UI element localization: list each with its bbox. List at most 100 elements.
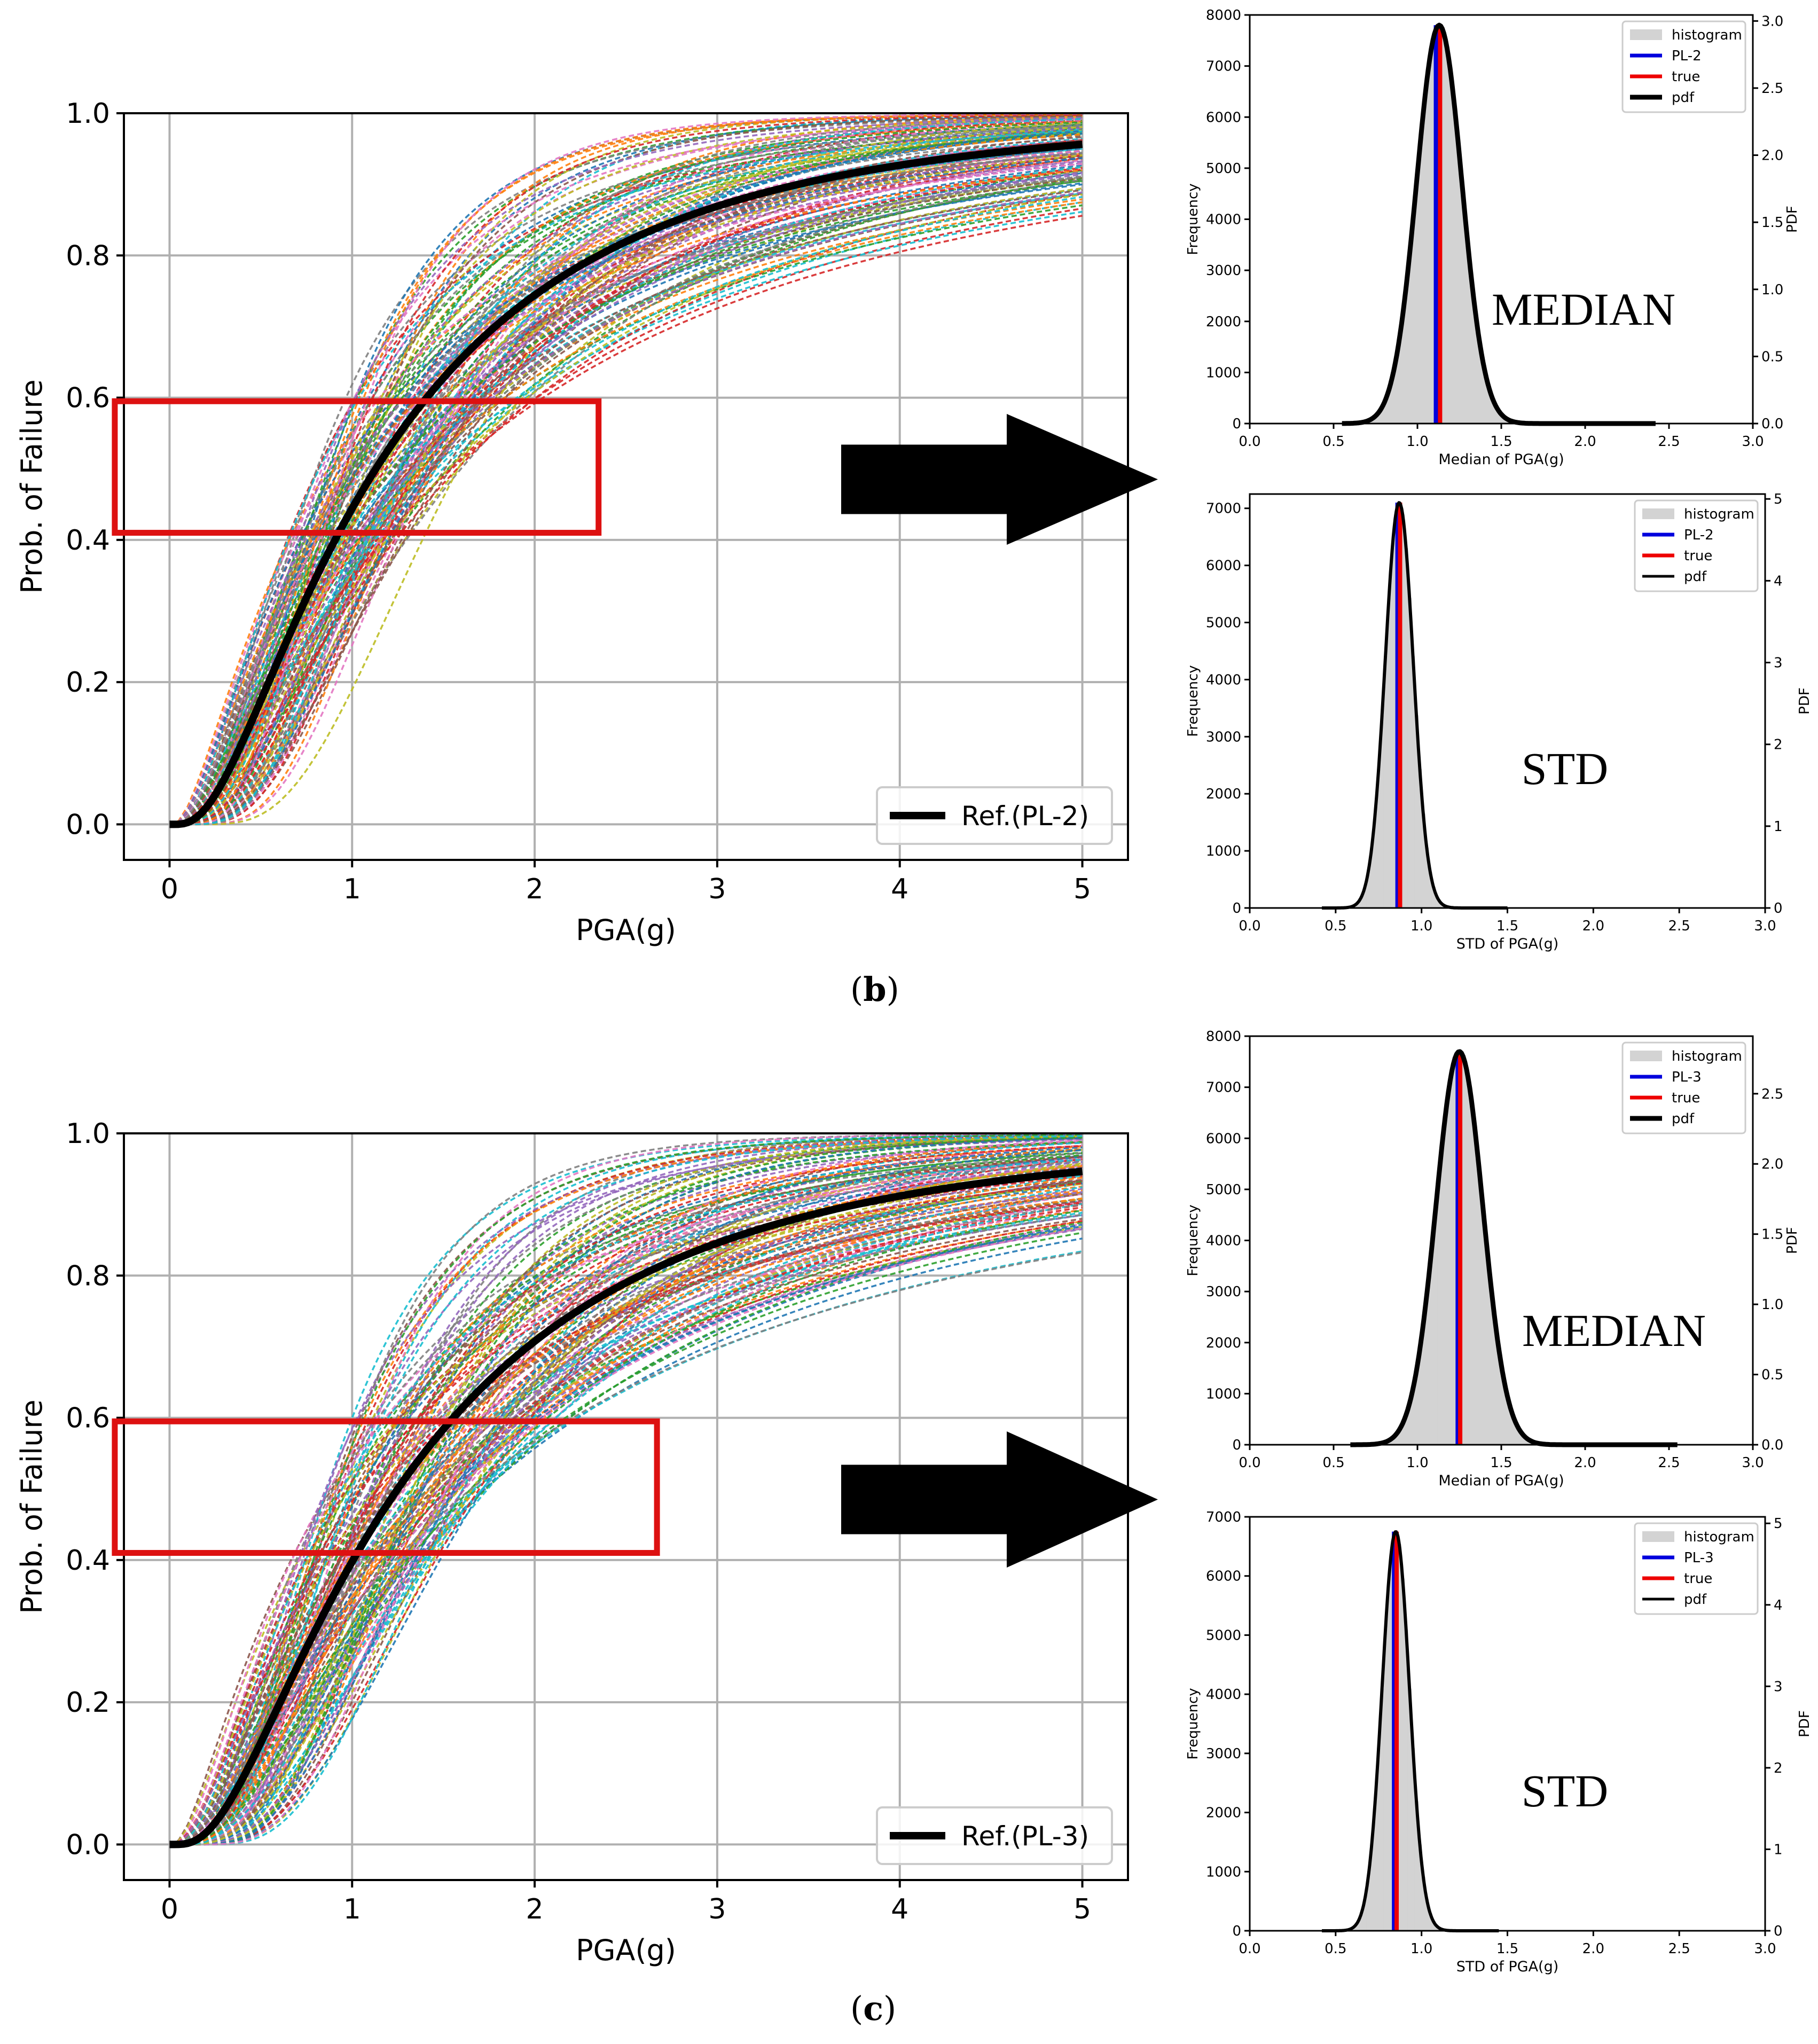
y-tick-label: 3000 [1206,1284,1241,1300]
sample-curve [169,113,1083,826]
histogram-bar [1404,1415,1408,1445]
y-tick-label: 8000 [1206,7,1241,24]
sample-curve [169,1186,1083,1846]
y-tick-label: 1.0 [66,1118,110,1150]
sample-curve [169,171,1083,826]
sample-curve [169,1145,1083,1846]
histogram-bar [1447,62,1452,424]
histogram-bar [1414,191,1418,424]
histogram-bar [1414,1801,1419,1931]
y-tick-label: 0 [1232,1923,1241,1939]
histogram-bar [1380,406,1384,424]
sample-curve [169,130,1083,826]
histogram-bar [1504,1391,1509,1445]
histogram-bar [1481,1206,1485,1445]
sample-curve [169,1158,1083,1846]
sample-curve [169,1232,1083,1846]
fragility-chart-c: 0 1 2 3 4 5 0.0 0.2 0.4 0.6 0.8 1.0 PGA(g) Prob. of F… [15,1118,1129,1967]
histogram-bar [1438,902,1443,908]
y-tick-label: 3000 [1206,263,1241,279]
sample-curve [169,1172,1083,1846]
histogram-bar [1471,291,1475,424]
sample-curve [169,191,1083,826]
x-tick-label: 2.5 [1658,434,1680,450]
histogram-bar [1390,377,1394,424]
sample-curve [169,160,1083,826]
x-axis-label: PGA(g) [576,913,676,947]
y2-axis-label: PDF [1797,687,1813,715]
sample-curve [169,139,1083,826]
histogram-bar [1400,1424,1405,1445]
sample-curve [169,124,1083,826]
y2-tick-label: 1.5 [1761,215,1783,231]
legend-label: PL-3 [1684,1550,1714,1566]
y2-tick-label: 4 [1774,1597,1783,1614]
annotation-label: STD [1522,1765,1608,1816]
y2-tick-label: 0.5 [1761,349,1783,365]
histogram-bar [1487,389,1492,424]
legend-box [876,1806,1113,1865]
legend-label: PL-2 [1684,527,1714,543]
sample-curve [169,1156,1083,1846]
legend-label: true [1672,1090,1700,1106]
x-tick-label: 0 [161,1893,178,1925]
x-tick-label: 1.5 [1496,918,1518,934]
sample-curve [169,127,1083,826]
legend-label: pdf [1672,1111,1695,1127]
x-tick-label: 2.5 [1668,1941,1690,1957]
histogram-bar [1414,715,1419,908]
legend-label: Ref.(PL-2) [961,801,1089,832]
y-tick-label: 4000 [1206,1687,1241,1703]
sample-curve [169,132,1083,826]
y2-tick-label: 0.0 [1761,1437,1783,1453]
histogram-bar [1387,389,1391,424]
sample-curve [169,116,1083,826]
sample-curve [169,215,1083,826]
histogram-bar [1383,1629,1388,1931]
sample-curve [169,1134,1083,1846]
sample-curve [169,140,1083,826]
y2-tick-label: 2.0 [1761,148,1783,164]
histogram-bar [1447,1086,1452,1445]
y-tick-label: 6000 [1206,1569,1241,1585]
histogram-bar [1400,318,1405,424]
y-tick-label: 7000 [1206,59,1241,75]
histogram-bar [1474,318,1478,424]
histogram-bar [1387,598,1391,908]
sample-curve [169,1179,1083,1845]
legend-box [1621,1041,1746,1134]
histogram-bar [1377,769,1381,908]
legend-box [876,786,1113,845]
y-tick-label: 5000 [1206,1627,1241,1643]
legend-label: histogram [1672,1048,1742,1064]
y-tick-label: 8000 [1206,1029,1241,1045]
histogram-bar [1431,42,1435,424]
histogram-bar [1444,42,1448,424]
caption-b: (b) [850,970,899,1009]
histogram-bar [1390,548,1394,908]
histogram-bar [1491,400,1495,424]
histogram-bar [1407,1688,1412,1931]
legend-label: pdf [1684,1592,1707,1608]
histogram-bar [1498,1354,1502,1445]
x-tick-label: 1.5 [1490,1455,1512,1471]
pdf-curve [1341,22,1657,426]
y2-tick-label: 1.5 [1761,1227,1783,1243]
sample-curve [169,1221,1083,1846]
sample-curve [169,1155,1083,1846]
highlight-box [112,1418,660,1556]
sample-curve [169,201,1083,826]
x-tick-label: 0.5 [1322,1455,1344,1471]
x-tick-label: 1 [343,873,361,905]
x-tick-label: 5 [1073,1893,1091,1925]
y2-tick-label: 0 [1774,1923,1783,1939]
y-tick-label: 1000 [1206,1386,1241,1402]
x-tick-label: 1 [343,1893,361,1925]
sample-curve [169,130,1083,826]
x-tick-label: 0.5 [1325,1941,1346,1957]
reference-curve [169,1168,1083,1849]
sample-curve [169,1136,1083,1846]
sample-curve [169,178,1083,826]
y-tick-label: 1000 [1206,1864,1241,1880]
